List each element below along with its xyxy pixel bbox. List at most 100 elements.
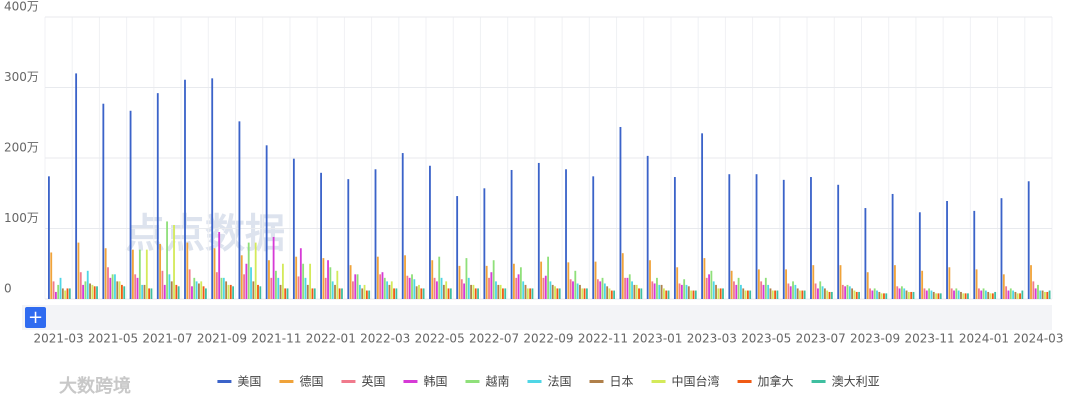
bar [950,288,953,299]
legend-swatch [279,380,294,383]
bar [447,288,450,299]
bar [143,284,146,299]
bar [649,260,651,299]
x-tick-label: 2023-09 [850,332,900,346]
x-tick-label: 2024-01 [959,332,1009,346]
legend-item[interactable]: 法国 [527,375,572,389]
legend-item[interactable]: 中国台湾 [651,374,720,389]
bar [1007,290,1010,299]
bar [551,284,554,299]
bar [406,275,409,299]
bar [687,286,690,299]
bar [510,169,513,299]
bar [776,290,779,299]
legend-item[interactable]: 德国 [279,374,323,389]
legend-item[interactable]: 韩国 [403,374,447,389]
bar [955,288,958,299]
bar [336,270,339,299]
bar [281,263,284,299]
legend-item[interactable]: 日本 [589,375,634,389]
legend-item[interactable]: 澳大利亚 [811,375,880,389]
bar [635,284,638,299]
x-tick-label: 2021-07 [142,332,192,346]
bar [576,283,579,299]
bar [374,169,377,299]
x-tick-label: 2023-01 [632,332,682,346]
bar [785,269,787,299]
bar [923,288,926,299]
bar [388,284,391,299]
bar [653,283,656,299]
bar [744,290,747,299]
legend-item[interactable]: 越南 [465,374,510,389]
bar [621,253,624,299]
bar [586,288,588,299]
bar [606,286,609,299]
legend-item[interactable]: 加拿大 [737,374,794,389]
bar [1021,290,1024,299]
bar [529,288,532,299]
bar [456,196,459,299]
bar [177,286,180,299]
bar [984,290,987,299]
bar [490,272,493,299]
zoom-button[interactable] [25,307,46,328]
bar [383,277,386,299]
bar [937,293,940,299]
bar [150,288,153,299]
bar [418,284,420,299]
legend-swatch [341,380,356,383]
bar [960,291,962,299]
bar [102,103,105,299]
y-tick-label: 200万 [4,141,39,155]
bar [420,288,423,299]
bar [232,286,235,299]
bar [980,290,983,299]
bar [619,126,622,299]
zoom-button-label[interactable]: + [28,307,43,328]
bar [54,291,57,299]
bar [787,283,790,299]
bar [828,291,831,299]
bar [193,277,196,299]
bar [363,284,366,299]
bar [599,281,602,299]
legend-item[interactable]: 英国 [341,375,385,389]
legend-item[interactable]: 美国 [217,375,261,389]
bar [358,284,361,299]
bar [306,284,309,299]
bar [757,269,760,299]
bar [138,249,141,299]
bar [712,281,715,299]
bar [531,288,534,299]
y-tick-label: 0 [4,282,12,296]
bar [91,284,94,299]
bar [292,158,295,299]
bar [121,284,123,299]
bar [866,272,869,299]
bar [935,293,937,299]
bar [858,291,860,299]
bar [946,201,948,299]
bar [880,293,883,299]
zoom-slider[interactable] [22,305,1052,330]
bar [596,279,599,299]
bar [495,281,497,299]
bar [894,265,896,299]
bar [304,277,307,299]
bar [676,267,679,299]
bar [272,236,275,299]
bar [519,267,522,299]
bar [715,284,717,299]
bar [817,288,819,299]
bar [613,290,616,299]
bar [512,263,515,299]
bar [268,260,270,299]
bar [173,224,175,299]
bar [445,281,448,299]
bar [422,288,425,299]
bar [567,262,570,299]
bar [225,281,228,299]
bar [665,290,668,299]
bar [928,288,931,299]
